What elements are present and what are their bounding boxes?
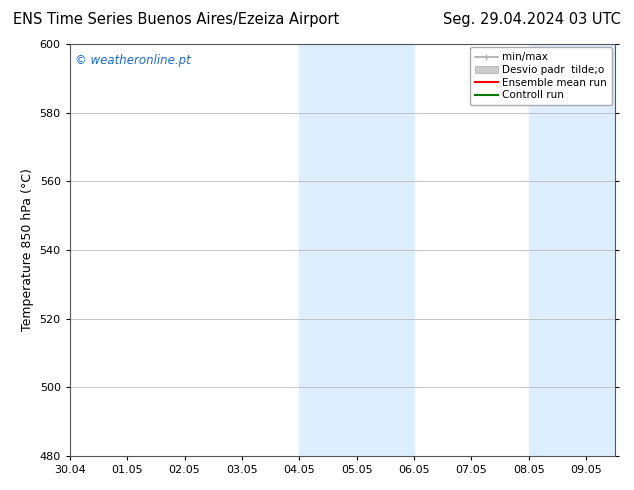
Y-axis label: Temperature 850 hPa (°C): Temperature 850 hPa (°C): [21, 169, 34, 331]
Text: Seg. 29.04.2024 03 UTC: Seg. 29.04.2024 03 UTC: [443, 12, 621, 27]
Bar: [299, 44, 414, 456]
Text: ENS Time Series Buenos Aires/Ezeiza Airport: ENS Time Series Buenos Aires/Ezeiza Airp…: [13, 12, 339, 27]
Legend: min/max, Desvio padr  tilde;o, Ensemble mean run, Controll run: min/max, Desvio padr tilde;o, Ensemble m…: [470, 47, 612, 105]
Text: © weatheronline.pt: © weatheronline.pt: [75, 54, 191, 68]
Bar: [529, 44, 615, 456]
